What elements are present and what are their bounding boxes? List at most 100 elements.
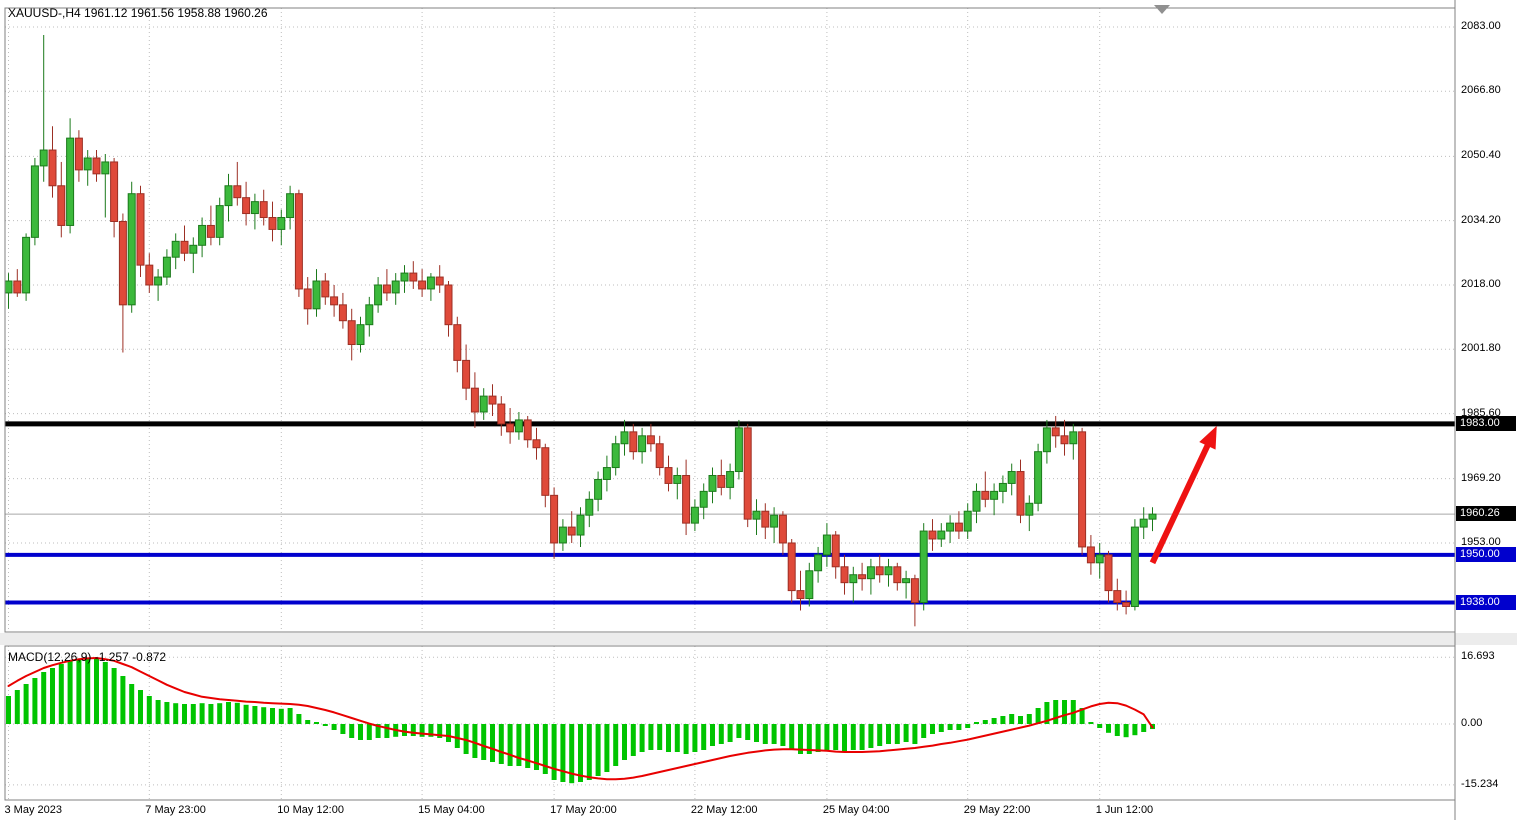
candle-body (585, 498, 594, 516)
price-axis[interactable]: 2083.00 2066.80 2050.40 2034.20 2018.00 2001.… (1455, 0, 1517, 825)
candle-body (954, 522, 963, 532)
candle-body (13, 280, 22, 294)
macd-histogram-bar (771, 724, 777, 744)
macd-histogram-bar (1009, 714, 1015, 724)
candle-body (972, 490, 981, 512)
macd-histogram-bar (182, 704, 187, 724)
candle-body (338, 304, 347, 322)
candle-body (690, 506, 699, 524)
macd-histogram-bar (974, 722, 979, 724)
candle-body (1113, 590, 1122, 604)
candle-body (1148, 513, 1157, 520)
candle-body (814, 554, 823, 572)
price-tick-label: 2083.00 (1461, 20, 1501, 32)
candle-body (66, 137, 75, 226)
candle-body (294, 193, 303, 290)
pane-separator[interactable] (0, 633, 1517, 646)
macd-histogram-bar (1062, 700, 1067, 724)
candle-body (242, 197, 251, 215)
candle-body (470, 387, 479, 413)
candle-body (919, 530, 928, 604)
macd-histogram-bar (226, 702, 231, 724)
macd-histogram-bar (1053, 700, 1059, 724)
candle-body (206, 224, 215, 238)
candle-body (426, 276, 435, 290)
macd-histogram-bar (146, 696, 152, 724)
candle-body (1042, 427, 1051, 453)
price-tick-label: 2066.80 (1461, 84, 1501, 97)
candle-body (875, 566, 884, 576)
macd-tick-label: 0.00 (1461, 717, 1483, 729)
candle-body (893, 566, 902, 584)
candle-body (162, 256, 171, 278)
macd-histogram-bar (375, 724, 381, 738)
candle-body (638, 435, 647, 453)
candle-body (22, 236, 31, 294)
time-axis-label: 1 Jun 12:00 (1095, 804, 1154, 816)
candle-body (1034, 451, 1043, 504)
candle-body (1086, 546, 1095, 564)
trend-arrow-head (1199, 425, 1217, 450)
candle-body (1016, 471, 1025, 516)
candle-body (391, 280, 400, 294)
macd-histogram-bar (67, 660, 73, 724)
macd-histogram-bar (912, 724, 918, 744)
macd-histogram-bar (586, 724, 592, 780)
macd-histogram-bar (701, 724, 707, 750)
candle-body (734, 427, 743, 473)
macd-histogram-bar (252, 706, 258, 724)
time-axis-label: 15 May 04:00 (418, 804, 485, 816)
macd-histogram-bar (472, 724, 478, 758)
candle-body (550, 494, 559, 544)
macd-histogram-bar (683, 724, 689, 754)
candle-body (110, 161, 119, 222)
candle-body (558, 526, 567, 544)
macd-histogram-bar (1141, 724, 1147, 732)
macd-histogram-bar (1000, 716, 1006, 724)
macd-histogram-bar (41, 672, 47, 724)
candle-body (849, 574, 858, 584)
candle-body (1007, 471, 1016, 484)
macd-histogram-bar (710, 724, 715, 746)
macd-histogram-bar (402, 724, 407, 736)
macd-histogram-bar (569, 724, 575, 784)
macd-histogram-bar (727, 724, 733, 742)
macd-histogram-bar (622, 724, 627, 760)
candle-body (682, 474, 691, 524)
time-axis[interactable]: 3 May 2023 7 May 23:00 10 May 12:00 15 May … (0, 800, 1455, 825)
macd-histogram-bar (674, 724, 680, 752)
current-price-tag: 1960.26 (1456, 506, 1516, 522)
candle-body (189, 244, 198, 254)
price-level-tag: 1950.00 (1456, 546, 1516, 562)
candle-body (514, 419, 523, 433)
time-axis-label: 29 May 22:00 (963, 804, 1031, 816)
candle-body (4, 280, 13, 294)
candle-body (497, 403, 506, 425)
time-axis-label: 10 May 12:00 (277, 804, 344, 816)
macd-histogram-bar (859, 724, 865, 750)
macd-histogram-bar (886, 724, 891, 744)
macd-histogram-bar (1088, 722, 1094, 724)
candle-body (576, 514, 585, 536)
macd-tick-label: 16.693 (1461, 650, 1495, 663)
candle-body (1130, 526, 1139, 607)
candle-body (673, 474, 682, 484)
macd-histogram-bar (921, 724, 927, 738)
candle-body (453, 324, 462, 361)
candle-body (74, 137, 83, 171)
macd-histogram-bar (243, 704, 249, 724)
candle-body (937, 530, 946, 540)
macd-histogram-bar (877, 724, 883, 746)
macd-histogram-bar (780, 724, 786, 746)
macd-histogram-bar (657, 724, 663, 750)
macd-histogram-bar (314, 722, 319, 724)
candle-body (286, 193, 295, 219)
candle-body (101, 161, 110, 175)
candle-body (946, 522, 955, 532)
candle-body (30, 165, 39, 238)
macd-histogram-bar (639, 724, 645, 752)
candle-body (145, 264, 154, 286)
macd-histogram-bar (525, 724, 531, 768)
macd-name: MACD(12,26,9) (8, 650, 92, 664)
